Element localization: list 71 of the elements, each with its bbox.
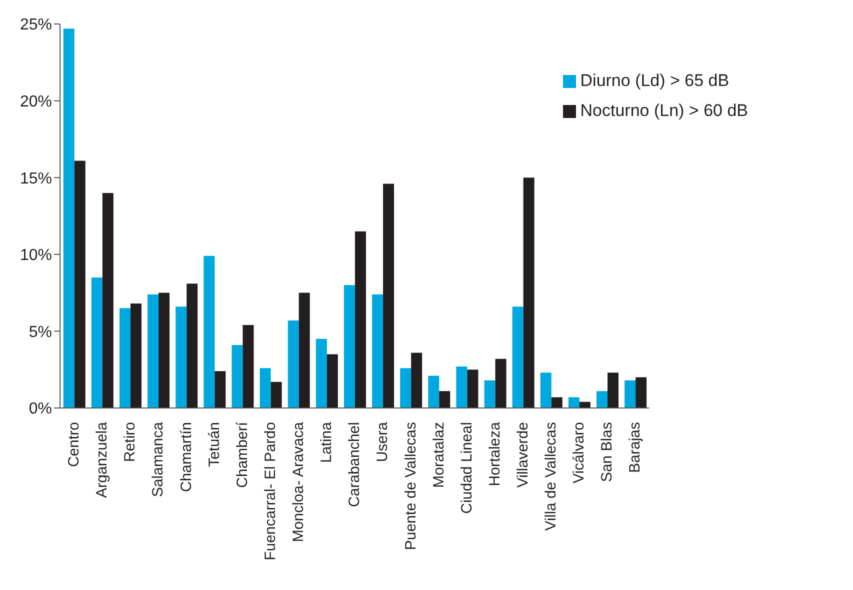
bar: [74, 160, 86, 408]
bar: [456, 366, 468, 408]
x-tick-label: Latina: [318, 421, 336, 463]
x-tick-label: Chamartín: [178, 422, 195, 492]
bar: [439, 391, 450, 408]
legend-label: Nocturno (Ln) > 60 dB: [580, 101, 748, 120]
bar: [326, 354, 338, 408]
x-tick-label: Ciudad Lineal: [458, 422, 476, 514]
bar: [568, 397, 580, 408]
bar: [624, 380, 636, 408]
bar: [400, 368, 412, 408]
bar: [467, 370, 478, 408]
bar: [383, 184, 394, 408]
x-tick-label: Centro: [66, 422, 83, 468]
bar: [288, 320, 299, 408]
bar: [204, 256, 215, 408]
bar: [119, 308, 130, 408]
bar: [186, 284, 198, 408]
y-tick-label: 25%: [20, 16, 52, 34]
x-tick-label: Tetuán: [206, 422, 223, 468]
x-tick-label: Salamanca: [150, 421, 167, 498]
x-tick-label: Moratalaz: [430, 422, 448, 488]
bar: [63, 28, 74, 408]
x-tick-label: Usera: [374, 421, 392, 462]
bar: [540, 372, 552, 408]
bar: [579, 402, 590, 408]
y-tick-label: 5%: [28, 324, 52, 341]
x-tick-label: Moncloa- Aravaca: [290, 421, 308, 542]
x-tick-label: Villaverde: [514, 422, 532, 488]
bar: [411, 352, 422, 408]
bar: [298, 292, 310, 408]
x-tick-label: Fuencarral- El Pardo: [262, 422, 279, 560]
x-tick-label: San Blas: [598, 422, 616, 482]
x-tick-label: Puente de Vallecas: [402, 422, 420, 550]
bar: [428, 376, 440, 408]
x-tick-label: Carabanchel: [346, 422, 364, 508]
bar: [316, 338, 327, 408]
bar: [495, 358, 506, 408]
x-tick-label: Barajas: [626, 422, 644, 473]
bar: [484, 380, 496, 408]
bar: [596, 391, 608, 408]
bar: [242, 325, 254, 408]
y-tick-label: 10%: [20, 247, 52, 264]
x-tick-label: Chamberí: [234, 421, 251, 488]
bar: [214, 371, 226, 408]
bar: [523, 178, 534, 408]
bar: [232, 345, 243, 408]
x-tick-label: Villa de Vallecas: [542, 422, 560, 531]
bar: [354, 231, 366, 408]
bar: [102, 192, 114, 408]
x-tick-label: Vicálvaro: [570, 422, 588, 484]
bar: [260, 368, 271, 408]
x-tick-label: Retiro: [122, 422, 139, 462]
legend-label: Diurno (Ld) > 65 dB: [580, 71, 730, 90]
bar: [91, 277, 102, 408]
bar: [130, 304, 142, 408]
bar: [551, 397, 562, 408]
bar: [176, 306, 187, 408]
bar: [148, 294, 159, 408]
y-tick-label: 15%: [20, 170, 52, 188]
bar: [270, 382, 282, 408]
bar: [608, 372, 619, 408]
bar: [372, 294, 384, 408]
bar: [158, 292, 170, 408]
y-tick-label: 20%: [20, 93, 52, 110]
bar: [636, 377, 647, 408]
y-tick-label: 0%: [28, 400, 52, 418]
x-tick-label: Arganzuela: [94, 421, 111, 498]
x-tick-label: Hortaleza: [486, 421, 504, 486]
bar: [344, 285, 355, 408]
bar: [512, 306, 524, 408]
